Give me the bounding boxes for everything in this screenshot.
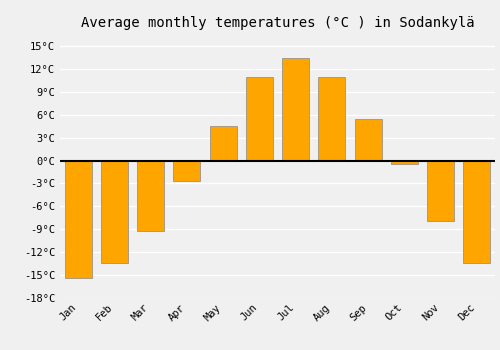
Bar [137,161,164,231]
Bar [427,161,454,222]
Bar [101,161,128,263]
Bar [354,119,382,161]
Title: Average monthly temperatures (°C ) in Sodankylä: Average monthly temperatures (°C ) in So… [80,16,474,30]
Bar [64,161,92,279]
Bar [318,77,345,161]
Bar [246,77,273,161]
Bar [282,58,309,161]
Bar [174,161,201,181]
Bar [391,161,418,164]
Bar [464,161,490,263]
Bar [210,126,236,161]
